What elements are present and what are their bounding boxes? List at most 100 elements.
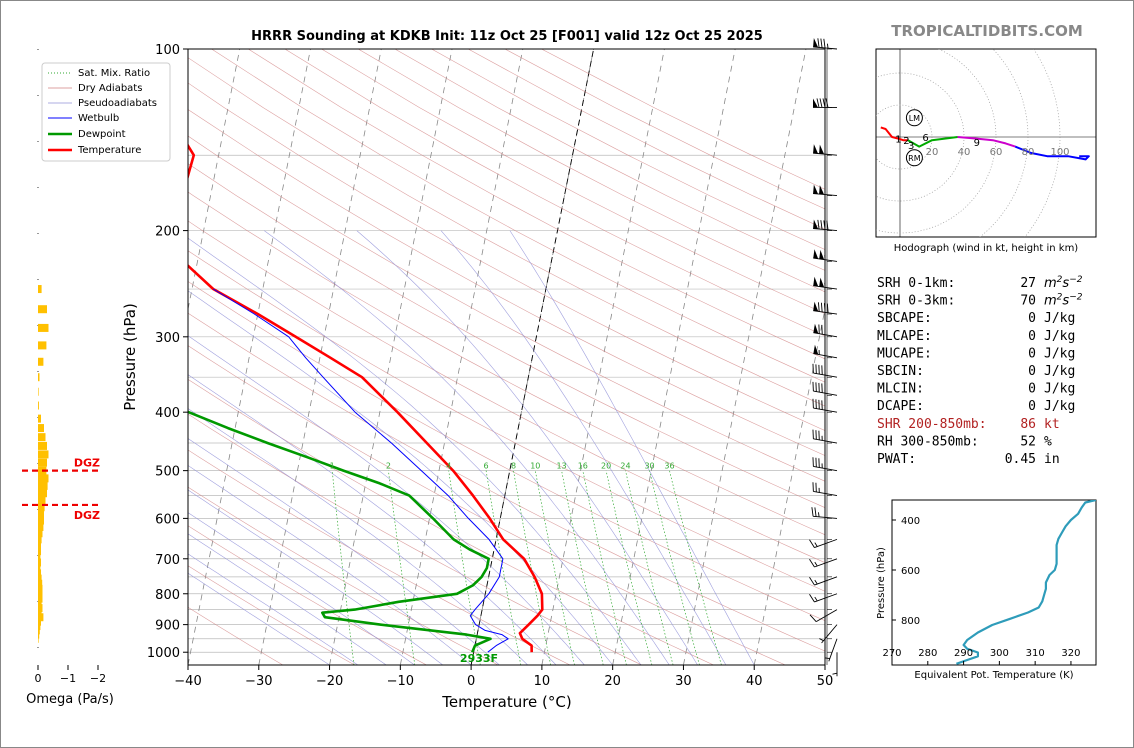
omega-bar — [38, 481, 48, 490]
theta-e-xtick-label: 270 — [882, 648, 901, 659]
omega-tick-label: −2 — [90, 672, 106, 685]
index-unit: % — [1044, 434, 1052, 449]
index-label: SHR 200-850mb: — [877, 417, 987, 432]
index-value: 0 — [1028, 346, 1036, 361]
dry-adiabat-line — [188, 449, 571, 665]
y-tick-label: 1000 — [147, 646, 180, 661]
isotherm-line — [188, 49, 311, 665]
mixing-ratio-label: 6 — [484, 462, 489, 471]
omega-bar — [38, 604, 43, 613]
wind-barb — [809, 538, 838, 548]
mixing-ratio-label: 13 — [556, 462, 566, 471]
barb-full — [826, 303, 829, 313]
x-axis-label: Temperature (°C) — [441, 693, 571, 711]
barb-flag — [819, 185, 825, 195]
omega-bar — [38, 634, 39, 643]
hodo-marker-circle — [905, 109, 923, 127]
isotherm-line — [0, 49, 27, 665]
pseudoadiabat-line — [188, 374, 557, 665]
hodo-height-label: 3 — [908, 141, 914, 152]
theta-e-xtick-label: 310 — [1026, 648, 1045, 659]
index-value: 0 — [1028, 364, 1036, 379]
wind-barb — [819, 624, 838, 644]
dry-adiabat-line — [284, 49, 825, 337]
omega-bar — [38, 569, 41, 578]
surface-temp-label: 2933F — [460, 652, 498, 665]
barb-full — [809, 558, 815, 568]
watermark: TROPICALTIDBITS.COM — [891, 22, 1083, 40]
omega-bar — [38, 599, 42, 608]
omega-bar — [38, 441, 47, 450]
wind-barb — [809, 576, 838, 586]
omega-bar — [38, 285, 42, 294]
hodograph-title: Hodograph (wind in kt, height in km) — [894, 243, 1079, 254]
pseudoadiabat-line — [356, 230, 698, 665]
dry-adiabat-line — [188, 606, 284, 665]
x-tick-label: 20 — [604, 674, 621, 689]
barb-staff — [813, 310, 838, 315]
isotherm-line — [612, 49, 736, 665]
index-unit: J/kg — [1044, 311, 1075, 326]
wind-barb — [813, 98, 837, 108]
mixing-ratio-label: 8 — [511, 462, 516, 471]
wind-barb — [813, 276, 838, 290]
dry-adiabat-line — [188, 378, 714, 665]
mixing-ratio-line — [388, 470, 416, 665]
barb-full — [817, 38, 820, 48]
hodo-trace — [957, 136, 1016, 148]
pseudoadiabat-line — [509, 230, 755, 665]
mixing-ratio-label: 24 — [620, 462, 630, 471]
barb-staff — [813, 515, 838, 519]
dry-adiabat-line — [188, 565, 355, 665]
omega-bar — [38, 558, 41, 567]
index-label: RH 300-850mb: — [877, 434, 979, 449]
wind-barb — [813, 37, 838, 50]
barb-flag — [819, 277, 825, 288]
hodo-ring — [1024, 49, 1061, 237]
wind-barb — [825, 638, 838, 662]
legend-label: Wetbulb — [78, 113, 119, 124]
barb-flag — [813, 144, 819, 154]
index-value: 0.45 — [1005, 452, 1036, 467]
omega-bar — [38, 563, 41, 572]
barb-flag — [813, 344, 819, 355]
index-value: 0 — [1028, 311, 1036, 326]
hodo-ring-label: 20 — [926, 147, 939, 158]
barb-full — [826, 220, 829, 230]
hodo-ring-label: 100 — [1050, 147, 1069, 158]
barb-full — [816, 98, 820, 108]
x-tick-label: 0 — [467, 674, 475, 689]
index-label: SRH 0-1km: — [877, 276, 955, 291]
index-unit: kt — [1044, 417, 1060, 432]
pseudoadiabat-line — [188, 533, 387, 665]
pseudoadiabat-line — [188, 553, 359, 665]
barb-full — [809, 593, 815, 603]
dry-adiabat-line — [188, 109, 825, 456]
omega-bar — [38, 589, 43, 598]
omega-bar — [38, 579, 43, 588]
mixing-ratio-line — [485, 470, 522, 665]
wind-barb — [812, 398, 838, 413]
barb-half — [832, 672, 838, 675]
wind-barb — [813, 344, 838, 359]
isotherm-line — [541, 49, 665, 665]
hodo-ring — [876, 104, 933, 170]
y-axis-ticks: 100 200 300 400 500 600 700 800 900 1000 — [147, 43, 188, 661]
mixing-ratio-label: 10 — [530, 462, 540, 471]
index-unit: m2s−2 — [1044, 275, 1083, 291]
omega-bar — [38, 503, 45, 512]
barb-staff — [813, 466, 838, 472]
theta-e-xtick-label: 320 — [1061, 648, 1080, 659]
isobar-grid — [188, 49, 825, 665]
index-label: SBCAPE: — [877, 311, 932, 326]
legend-label: Temperature — [77, 145, 141, 156]
barb-staff — [813, 407, 838, 413]
profile-lines — [188, 143, 544, 653]
index-value: 27 — [1020, 276, 1036, 291]
omega-bar — [38, 584, 43, 593]
wind-barb — [812, 457, 838, 472]
omega-bar — [38, 630, 40, 639]
barb-half — [826, 43, 829, 49]
theta-e-ylabel: Pressure (hPa) — [876, 547, 887, 619]
hodograph: 20 40 60 80 100 1 236 9 LM RM Hodograph (wind in … — [875, 48, 1097, 254]
